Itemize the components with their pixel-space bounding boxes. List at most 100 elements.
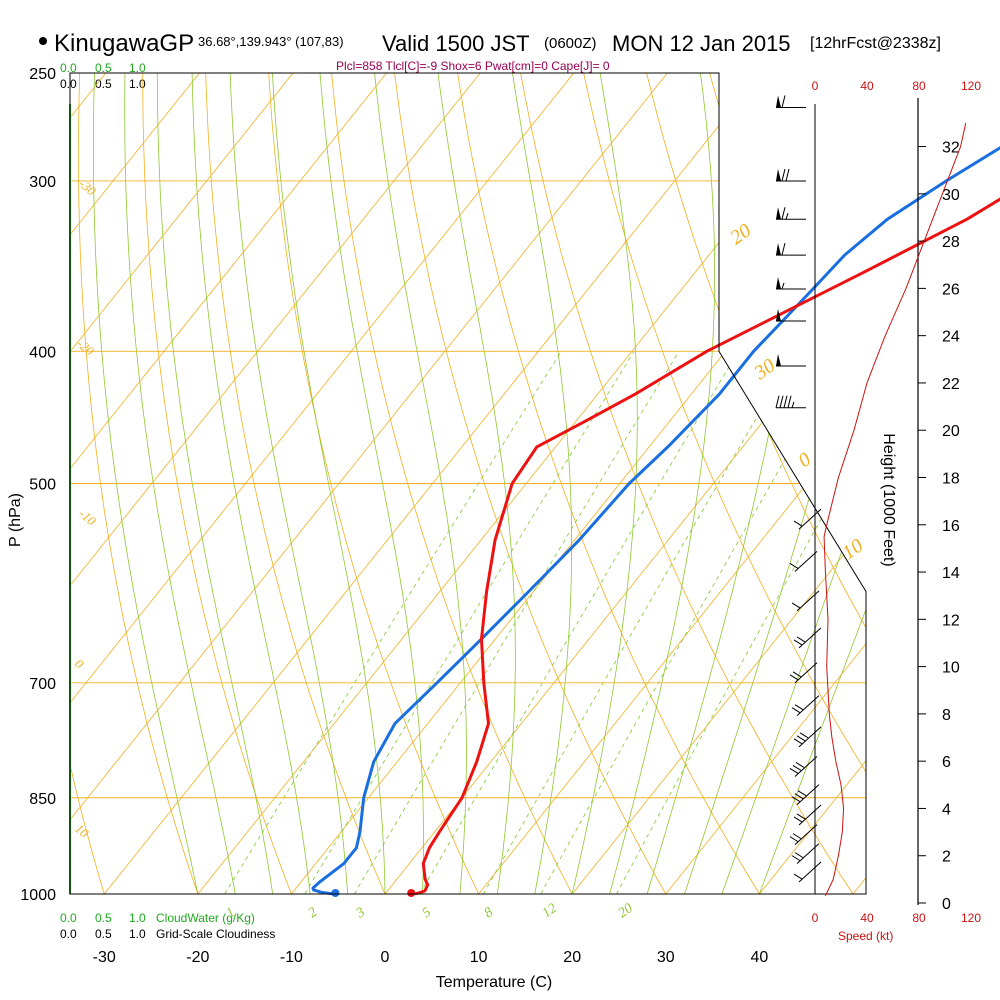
wind-barb-flag xyxy=(791,401,795,408)
wind-barb xyxy=(776,95,806,109)
wind-barb-flag xyxy=(796,735,806,742)
x-axis-title: Temperature (C) xyxy=(436,974,552,991)
wind-barb xyxy=(789,756,818,777)
wind-barb xyxy=(791,784,820,806)
moist-adiabat-line xyxy=(759,73,866,894)
wind-barb-flag xyxy=(787,395,792,408)
thermo-grid xyxy=(0,49,866,923)
adiabat-labels: -30 -20 -10 0 10 20 30 0 10 xyxy=(72,176,867,841)
mixing-ratio-labels: 1 2 3 5 8 12 20 xyxy=(224,901,636,922)
adiabat-label: 0 xyxy=(794,448,815,472)
isotherm-line xyxy=(70,73,294,894)
wind-barb-flag xyxy=(799,732,809,739)
isotherm-line xyxy=(852,73,866,894)
wind-barb xyxy=(793,627,822,649)
wind-barb xyxy=(793,508,822,530)
mixing-ratio-line xyxy=(304,351,635,894)
dry-adiabat-line xyxy=(578,73,866,894)
dry-adiabat-line xyxy=(266,73,494,894)
pressure-tick-label: 250 xyxy=(29,66,56,83)
forecast-date: MON 12 Jan 2015 xyxy=(612,31,791,56)
wind-barb-flag xyxy=(781,95,786,108)
surface-dewpoint-marker xyxy=(331,889,340,897)
wind-barb-staff xyxy=(798,726,822,748)
wind-barb-flag xyxy=(781,168,786,182)
speed-tick-label: 80 xyxy=(912,79,926,93)
height-axis-title: Height (1000 Feet) xyxy=(880,433,897,566)
isotherm-line xyxy=(665,73,866,894)
cloud-scale-green-0-b: 0.0 xyxy=(60,911,77,925)
height-tick-label: 16 xyxy=(942,518,960,535)
wind-panel: 0040408080120120024681012141618202224262… xyxy=(775,79,981,925)
forecast-run: [12hrFcst@2338z] xyxy=(810,35,941,52)
cloud-scale-green-2: 1.0 xyxy=(129,61,146,75)
wind-barb-flag xyxy=(789,562,799,569)
utc-time: (0600Z) xyxy=(544,35,597,52)
wind-barb-staff xyxy=(794,662,818,684)
pressure-tick-label: 700 xyxy=(29,676,56,693)
temperature-axis: -30 -20 -10 0 10 20 30 40 xyxy=(93,949,769,966)
wind-barb-flag xyxy=(781,282,785,290)
speed-tick-label: 40 xyxy=(860,79,874,93)
wind-barb-flag xyxy=(791,707,801,714)
wind-barb-staff xyxy=(798,804,822,826)
wind-barb-pennant xyxy=(776,243,781,256)
moist-adiabat-line xyxy=(437,73,516,894)
pressure-tick-label: 1000 xyxy=(20,887,56,904)
wind-barb-flag xyxy=(779,395,784,408)
dry-adiabat-line xyxy=(0,49,18,923)
wind-barb-staff xyxy=(798,508,822,530)
wind-barb-pennant xyxy=(776,308,781,321)
height-tick-label: 2 xyxy=(942,849,951,866)
speed-tick-label: 120 xyxy=(961,911,981,925)
cloud-scale-green-1-b: 0.5 xyxy=(95,911,112,925)
isotherm-line xyxy=(70,73,200,894)
adiabat-label: 20 xyxy=(726,220,755,249)
wind-barb-flag xyxy=(791,796,801,803)
temperature-tick-label: 30 xyxy=(657,949,675,966)
dry-adiabat-line xyxy=(77,73,209,894)
adiabat-label: 0 xyxy=(72,656,87,672)
speed-tick-label: 40 xyxy=(860,911,874,925)
surface-temperature-marker xyxy=(407,889,416,897)
dry-adiabat-line xyxy=(70,73,114,894)
cloud-scale-black-0-b: 0.0 xyxy=(60,927,77,941)
wind-barb-flag xyxy=(793,520,803,527)
cloud-scale-green-1: 0.5 xyxy=(95,61,112,75)
temperature-tick-label: 40 xyxy=(751,949,769,966)
height-tick-label: 20 xyxy=(942,423,960,440)
wind-barb xyxy=(791,843,820,864)
wind-barb xyxy=(789,551,818,572)
wind-barb-flag xyxy=(793,738,803,745)
wind-barb-flag xyxy=(791,602,801,609)
cloud-scale-black-2-b: 1.0 xyxy=(129,927,146,941)
adiabat-label: 10 xyxy=(72,821,92,841)
wind-barb xyxy=(791,590,820,612)
wind-barb-pennant xyxy=(776,95,781,108)
adiabat-label: -10 xyxy=(76,506,99,529)
wind-barb xyxy=(776,276,806,290)
y-axis-title: P (hPa) xyxy=(7,493,24,547)
temperature-line xyxy=(414,197,1000,896)
wind-barb-flag xyxy=(789,674,799,681)
station-coords: 36.68°,139.943° (107,83) xyxy=(198,34,344,49)
moist-adiabat-line xyxy=(229,73,348,894)
valid-time: Valid 1500 JST xyxy=(382,31,530,56)
speed-tick-label: 80 xyxy=(912,911,926,925)
wind-barb xyxy=(776,168,806,182)
moist-adiabat-line xyxy=(571,73,638,894)
height-tick-label: 24 xyxy=(942,329,960,346)
wind-barb-flag xyxy=(791,855,801,862)
height-tick-label: 10 xyxy=(942,660,960,677)
temperature-tick-label: 20 xyxy=(563,949,581,966)
station-name: KinugawaGP xyxy=(54,30,194,57)
wind-barb-flag xyxy=(795,762,805,768)
dewpoint-line xyxy=(311,146,1000,896)
temperature-tick-label: 10 xyxy=(470,949,488,966)
pressure-axis: 1000 850 700 500 400 300 250 xyxy=(20,66,56,904)
wind-barb xyxy=(776,308,806,322)
moist-adiabat-line xyxy=(272,73,386,894)
mixing-ratio-label: 3 xyxy=(353,905,368,922)
wind-barb-flag xyxy=(785,168,790,182)
wind-barb xyxy=(793,861,822,883)
